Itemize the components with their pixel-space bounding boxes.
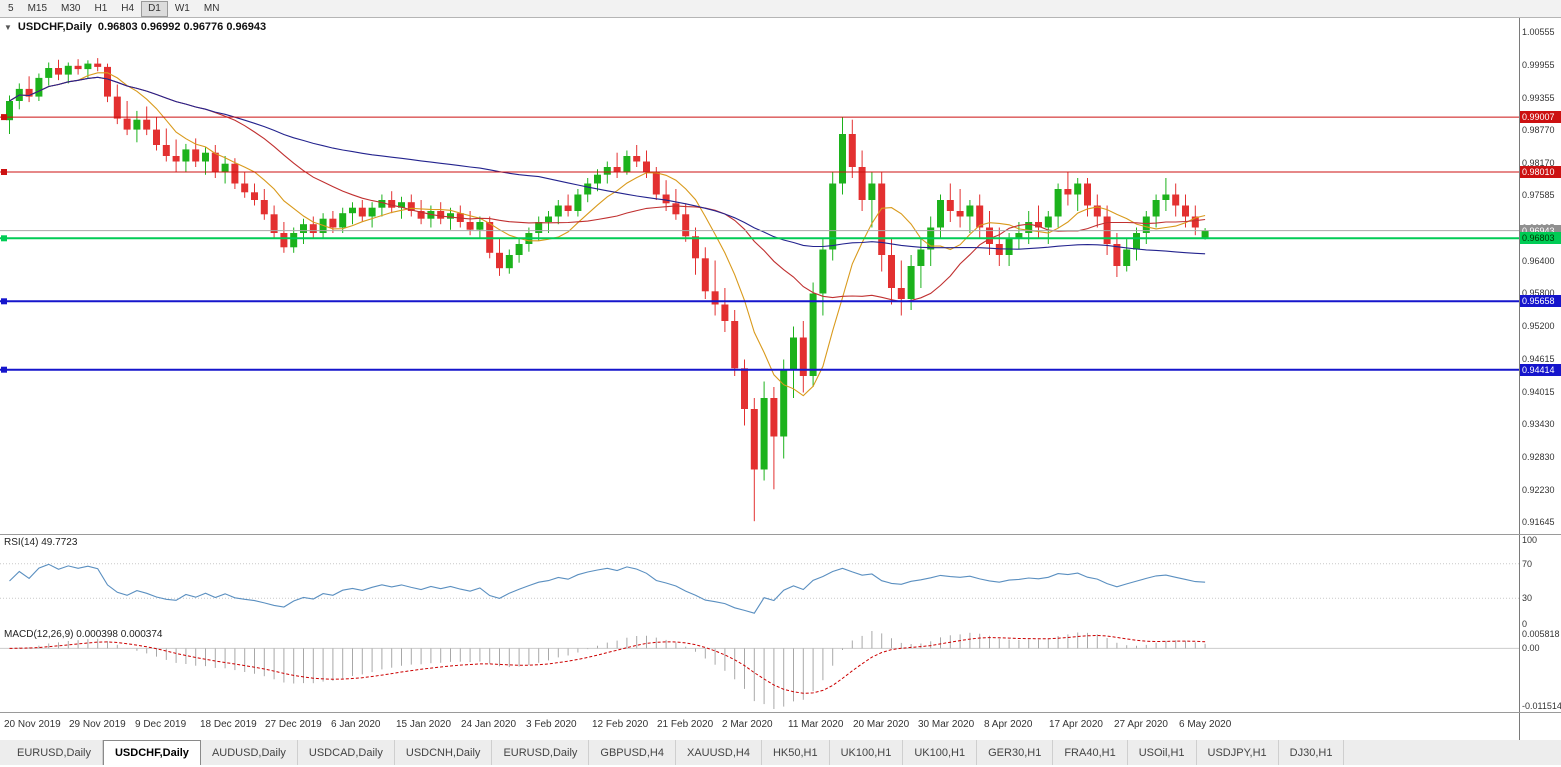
timeframe-button-d1[interactable]: D1 [141, 0, 168, 17]
date-tick-label: 15 Jan 2020 [396, 719, 452, 730]
chart-tab-eurusd-daily[interactable]: EURUSD,Daily [492, 740, 590, 765]
date-tick-label: 18 Dec 2019 [200, 719, 257, 730]
price-badge: 0.96803 [1520, 232, 1561, 244]
main-chart-row: ▼ USDCHF,Daily 0.96803 0.96992 0.96776 0… [0, 18, 1561, 534]
chart-tab-xauusd-h4[interactable]: XAUUSD,H4 [676, 740, 762, 765]
rsi-axis: 100 70 30 0 [1519, 535, 1561, 627]
chart-tab-uk100-h1[interactable]: UK100,H1 [830, 740, 904, 765]
chart-symbol: USDCHF,Daily [17, 21, 92, 33]
date-tick-label: 9 Dec 2019 [135, 719, 187, 730]
date-tick-label: 2 Mar 2020 [722, 719, 773, 730]
price-tick-label: 0.95200 [1522, 321, 1555, 331]
chart-tab-usdcad-daily[interactable]: USDCAD,Daily [298, 740, 395, 765]
date-tick-label: 6 May 2020 [1179, 719, 1232, 730]
date-tick-label: 11 Mar 2020 [788, 719, 844, 730]
main-chart-area[interactable]: ▼ USDCHF,Daily 0.96803 0.96992 0.96776 0… [0, 18, 1519, 534]
chart-tab-bar: EURUSD,Daily USDCHF,Daily AUDUSD,Daily USDC… [0, 739, 1561, 765]
price-tick-label: 0.98770 [1522, 125, 1555, 135]
macd-max-label: 0.005818 [1522, 629, 1560, 639]
date-tick-label: 20 Mar 2020 [853, 719, 910, 730]
rsi-panel[interactable]: RSI(14) 49.7723 [0, 535, 1519, 627]
date-tick-label: 20 Nov 2019 [4, 719, 61, 730]
price-tick-label: 0.98170 [1522, 158, 1555, 168]
chart-tab-fra40-h1[interactable]: FRA40,H1 [1053, 740, 1128, 765]
candlestick-chart[interactable] [0, 18, 1519, 534]
chart-tab-usoil-h1[interactable]: USOil,H1 [1128, 740, 1197, 765]
timeframe-button-5[interactable]: 5 [8, 2, 14, 14]
chart-title: ▼ USDCHF,Daily 0.96803 0.96992 0.96776 0… [4, 21, 266, 33]
date-tick-label: 6 Jan 2020 [331, 719, 381, 730]
date-tick-label: 30 Mar 2020 [918, 719, 975, 730]
date-axis-corner [1519, 713, 1561, 740]
price-tick-label: 0.96400 [1522, 256, 1555, 266]
price-tick-label: 0.94615 [1522, 354, 1555, 364]
price-badge: 0.94414 [1520, 364, 1561, 376]
date-axis[interactable]: 20 Nov 2019 29 Nov 2019 9 Dec 2019 18 Dec 2… [0, 713, 1519, 740]
chart-ohlc-values: 0.96803 0.96992 0.96776 0.96943 [97, 21, 267, 33]
chart-tab-usdjpy-h1[interactable]: USDJPY,H1 [1197, 740, 1279, 765]
price-tick-label: 0.92830 [1522, 452, 1555, 462]
timeframe-button-h1[interactable]: H1 [94, 2, 108, 14]
price-axis[interactable]: 1.00555 0.99955 0.99355 0.98770 0.98170 0.975… [1519, 18, 1561, 534]
macd-chart[interactable] [0, 627, 1519, 713]
price-badge: 0.98010 [1520, 166, 1561, 178]
chart-tab-uk100-h1[interactable]: UK100,H1 [903, 740, 978, 765]
macd-zero-label: 0.00 [1522, 643, 1540, 653]
rsi-level-label: 70 [1522, 559, 1533, 569]
date-tick-label: 21 Feb 2020 [657, 719, 714, 730]
chart-tab-audusd-daily[interactable]: AUDUSD,Daily [201, 740, 298, 765]
chart-tab-dj30-h1[interactable]: DJ30,H1 [1279, 740, 1345, 765]
price-tick-label: 0.99355 [1522, 93, 1555, 103]
timeframe-button-m15[interactable]: M15 [27, 2, 48, 14]
rsi-level-label: 100 [1522, 535, 1538, 545]
chart-tab-hk50-h1[interactable]: HK50,H1 [762, 740, 830, 765]
chart-tab-ger30-h1[interactable]: GER30,H1 [977, 740, 1054, 765]
macd-min-label: -0.011514 [1522, 701, 1561, 711]
rsi-level-label: 0 [1522, 619, 1528, 627]
macd-panel-row: MACD(12,26,9) 0.000398 0.000374 0.005818… [0, 626, 1561, 713]
rsi-panel-row: RSI(14) 49.7723 100 70 30 0 [0, 534, 1561, 627]
chart-tab-usdchf-daily[interactable]: USDCHF,Daily [102, 740, 201, 765]
rsi-level-label: 30 [1522, 593, 1533, 603]
timeframe-toolbar: 5 M15 M30 H1 H4 D1 W1 MN [0, 0, 1561, 18]
chart-tab-eurusd-daily[interactable]: EURUSD,Daily [6, 740, 103, 765]
price-tick-label: 0.95800 [1522, 288, 1555, 298]
price-tick-label: 0.97585 [1522, 190, 1555, 200]
macd-panel[interactable]: MACD(12,26,9) 0.000398 0.000374 [0, 627, 1519, 713]
chart-tab-usdcnh-daily[interactable]: USDCNH,Daily [395, 740, 493, 765]
rsi-label: RSI(14) 49.7723 [4, 537, 78, 548]
date-axis-row: 20 Nov 2019 29 Nov 2019 9 Dec 2019 18 Dec 2… [0, 712, 1561, 740]
chart-tab-gbpusd-h4[interactable]: GBPUSD,H4 [589, 740, 676, 765]
price-badge: 0.99007 [1520, 111, 1561, 123]
date-tick-label: 27 Apr 2020 [1114, 719, 1168, 730]
timeframe-button-w1[interactable]: W1 [174, 2, 190, 14]
date-tick-label: 3 Feb 2020 [526, 719, 577, 730]
macd-axis: 0.005818 0.00 -0.011514 [1519, 627, 1561, 713]
date-tick-label: 29 Nov 2019 [69, 719, 126, 730]
price-tick-label: 0.92230 [1522, 485, 1555, 495]
timeframe-button-m30[interactable]: M30 [61, 2, 81, 14]
date-tick-label: 27 Dec 2019 [265, 719, 322, 730]
macd-label: MACD(12,26,9) 0.000398 0.000374 [4, 629, 163, 640]
date-tick-label: 12 Feb 2020 [592, 719, 649, 730]
timeframe-button-mn[interactable]: MN [203, 2, 220, 14]
chevron-down-icon[interactable]: ▼ [4, 22, 12, 32]
price-tick-label: 0.94015 [1522, 387, 1555, 397]
price-tick-label: 0.99955 [1522, 60, 1555, 70]
price-tick-label: 1.00555 [1522, 27, 1555, 37]
rsi-chart[interactable] [0, 535, 1519, 627]
price-tick-label: 0.93430 [1522, 419, 1555, 429]
price-tick-label: 0.91645 [1522, 517, 1555, 527]
date-tick-label: 24 Jan 2020 [461, 719, 517, 730]
price-badge: 0.95658 [1520, 295, 1561, 307]
timeframe-button-h4[interactable]: H4 [121, 2, 135, 14]
date-tick-label: 17 Apr 2020 [1049, 719, 1103, 730]
date-tick-label: 8 Apr 2020 [984, 719, 1033, 730]
